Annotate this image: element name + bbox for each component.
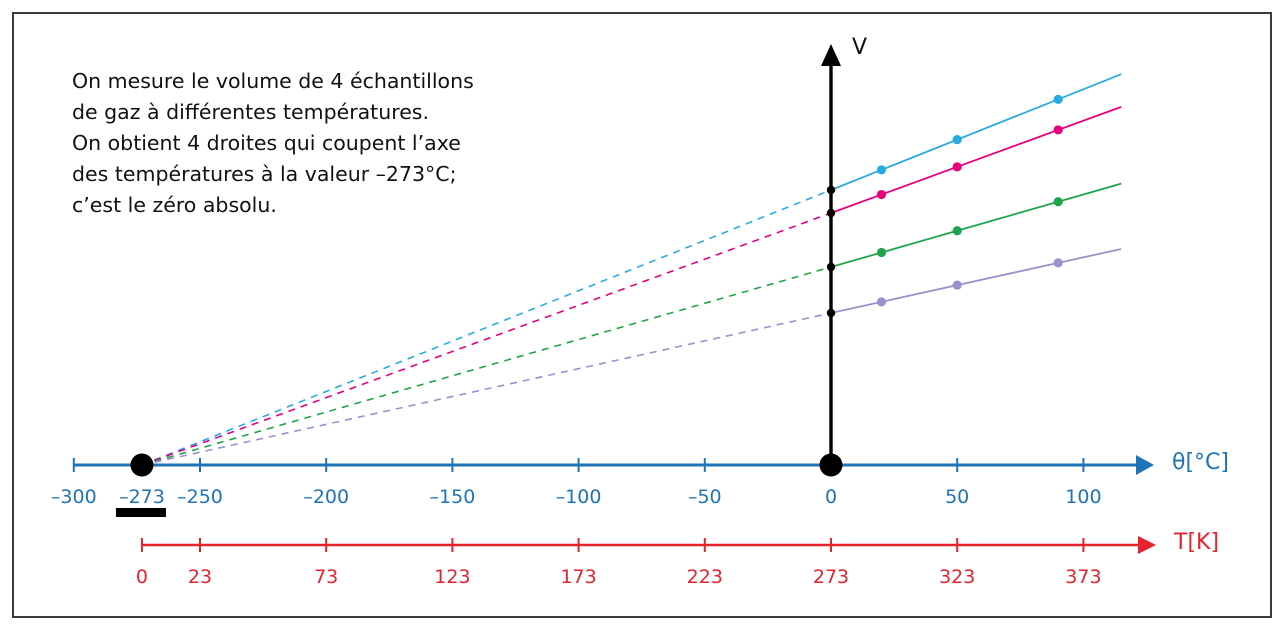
celsius-tick-label: 0 bbox=[825, 486, 837, 508]
series-1-point bbox=[876, 165, 887, 175]
explanation-line: On obtient 4 droites qui coupent l’axe bbox=[72, 131, 461, 155]
series-4-point bbox=[876, 297, 887, 307]
volume-axis-label: V bbox=[852, 35, 867, 60]
series-4-point bbox=[952, 280, 962, 290]
series-1-point bbox=[1053, 94, 1063, 104]
kelvin-tick-label: 223 bbox=[687, 566, 723, 588]
kelvin-tick-label: 73 bbox=[314, 566, 338, 588]
kelvin-tick-label: 23 bbox=[188, 566, 212, 588]
series-1-extrapolation-line bbox=[141, 189, 832, 466]
explanation-text: On mesure le volume de 4 échantillons de… bbox=[72, 66, 552, 221]
celsius-tick-label: –50 bbox=[688, 486, 722, 508]
marker-layer bbox=[130, 453, 843, 477]
celsius-tick-label: –300 bbox=[51, 486, 97, 508]
celsius-tick-label: 100 bbox=[1065, 486, 1101, 508]
explanation-line: des températures à la valeur –273°C; bbox=[72, 162, 457, 186]
absolute-zero-celsius-label: –273 bbox=[119, 486, 165, 508]
explanation-line: de gaz à différentes températures. bbox=[72, 100, 429, 124]
celsius-tick-label: –100 bbox=[556, 486, 602, 508]
kelvin-tick-label: 373 bbox=[1065, 566, 1101, 588]
series-1-point bbox=[952, 135, 962, 145]
series-1-line bbox=[830, 73, 1122, 191]
series-2-point bbox=[876, 189, 887, 200]
series-2-point bbox=[952, 162, 962, 172]
series-3-extrapolation-line bbox=[141, 266, 832, 466]
series-3-point bbox=[952, 226, 962, 236]
kelvin-tick-label: 0 bbox=[136, 566, 148, 588]
kelvin-axis-arrow bbox=[1138, 536, 1156, 554]
series-4-point bbox=[1053, 258, 1063, 268]
series-2-point bbox=[1053, 125, 1063, 135]
series-3-point bbox=[1053, 197, 1063, 207]
series-3-point bbox=[876, 247, 887, 258]
absolute-zero-underline bbox=[115, 508, 166, 517]
explanation-line: c’est le zéro absolu. bbox=[72, 193, 277, 217]
series-2-line bbox=[830, 105, 1122, 214]
series-layer bbox=[141, 73, 1122, 466]
celsius-tick-label: –150 bbox=[430, 486, 476, 508]
series-4-line bbox=[830, 248, 1122, 314]
kelvin-axis-label: T[K] bbox=[1173, 530, 1219, 555]
series-2-extrapolation-line bbox=[141, 212, 832, 466]
series-3-line bbox=[830, 182, 1122, 268]
kelvin-tick-label: 123 bbox=[434, 566, 470, 588]
celsius-tick-label: –200 bbox=[303, 486, 349, 508]
absolute-zero-point bbox=[130, 453, 154, 477]
celsius-tick-label: –250 bbox=[177, 486, 223, 508]
origin-point bbox=[819, 453, 843, 477]
series-4-extrapolation-line bbox=[141, 312, 832, 466]
celsius-tick-label: 50 bbox=[945, 486, 969, 508]
explanation-line: On mesure le volume de 4 échantillons bbox=[72, 69, 474, 93]
kelvin-tick-label: 273 bbox=[813, 566, 849, 588]
kelvin-tick-label: 173 bbox=[560, 566, 596, 588]
volume-axis-arrow bbox=[821, 44, 841, 66]
celsius-axis-label: θ[°C] bbox=[1172, 450, 1229, 475]
kelvin-tick-label: 323 bbox=[939, 566, 975, 588]
axes-layer: –300 –250 –200 –150 –100 –50 0 50 100 –273 θ[°C] 0 2… bbox=[51, 35, 1229, 588]
celsius-axis-arrow bbox=[1136, 455, 1154, 475]
figure-frame bbox=[12, 12, 1272, 618]
